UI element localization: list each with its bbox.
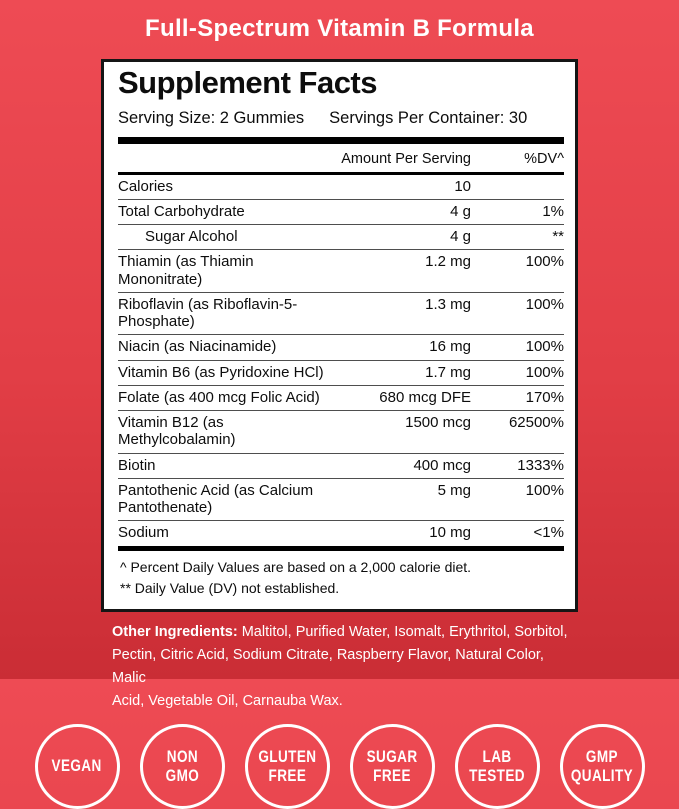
nutrient-name: Calories bbox=[118, 177, 174, 195]
nutrient-amount: 400 mcg bbox=[413, 456, 471, 474]
badge-row: VEGAN NON GMO GLUTEN FREE SUGAR FREE LAB TES… bbox=[0, 724, 679, 809]
nutrient-amount: 10 mg bbox=[429, 524, 471, 542]
nutrient-name: Folate (as 400 mcg Folic Acid) bbox=[118, 388, 320, 406]
nutrient-dv: 100% bbox=[525, 338, 564, 356]
badge-label: GMP QUALITY bbox=[570, 747, 634, 785]
nutrient-amount: 1.7 mg bbox=[425, 363, 471, 381]
badge-lab-tested: LAB TESTED bbox=[454, 724, 540, 809]
nutrient-name: Vitamin B12 (as Methylcobalamin) bbox=[118, 414, 236, 449]
nutrient-dv: 100% bbox=[525, 295, 564, 313]
nutrient-dv: 62500% bbox=[508, 414, 564, 432]
table-row: Sugar Alcohol 4 g ** bbox=[118, 224, 564, 249]
column-amount-per-serving: Amount Per Serving bbox=[341, 150, 471, 167]
supplement-facts-title: Supplement Facts bbox=[118, 65, 378, 100]
badge-label: LAB TESTED bbox=[469, 747, 525, 785]
badge-non-gmo: NON GMO bbox=[139, 724, 225, 809]
nutrient-name: Sugar Alcohol bbox=[145, 228, 238, 246]
badge-gmp-quality: GMP QUALITY bbox=[559, 724, 645, 809]
table-row: Thiamin (as Thiamin Mononitrate) 1.2 mg 10… bbox=[118, 249, 564, 292]
nutrient-name: Pantothenic Acid (as Calcium Pantothenat… bbox=[118, 481, 314, 517]
divider-thick-bottom bbox=[118, 545, 564, 551]
servings-per-container: Servings Per Container: 30 bbox=[329, 108, 528, 127]
nutrient-name: Niacin (as Niacinamide) bbox=[118, 338, 277, 356]
badge-sugar-free: SUGAR FREE bbox=[349, 724, 435, 809]
nutrient-amount: 1.3 mg bbox=[425, 295, 471, 313]
nutrient-name: Biotin bbox=[118, 456, 156, 474]
badge-label: SUGAR FREE bbox=[366, 747, 418, 785]
nutrient-amount: 1.2 mg bbox=[425, 253, 471, 271]
nutrient-amount: 4 g bbox=[450, 228, 471, 246]
nutrient-dv: 100% bbox=[525, 363, 564, 381]
table-row: Vitamin B12 (as Methylcobalamin) 1500 mcg… bbox=[118, 410, 564, 453]
page-title: Full-Spectrum Vitamin B Formula bbox=[145, 15, 534, 42]
nutrient-dv: ** bbox=[552, 228, 564, 246]
serving-size: Serving Size: 2 Gummies bbox=[118, 108, 305, 127]
table-row: Vitamin B6 (as Pyridoxine HCl) 1.7 mg 100% bbox=[118, 359, 564, 385]
nutrient-dv: 1333% bbox=[517, 456, 564, 474]
table-row: Sodium 10 mg <1% bbox=[118, 520, 564, 545]
serving-info: Serving Size: 2 Gummies Servings Per Con… bbox=[118, 109, 564, 128]
column-percent-dv: %DV^ bbox=[524, 150, 564, 167]
table-row: Total Carbohydrate 4 g 1% bbox=[118, 198, 564, 224]
nutrient-dv: 100% bbox=[525, 481, 564, 499]
badge-label: VEGAN bbox=[51, 757, 103, 776]
badge-gluten-free: GLUTEN FREE bbox=[244, 724, 330, 809]
table-column-header: Amount Per Serving %DV^ bbox=[118, 144, 564, 175]
footnotes: ^ Percent Daily Values are based on a 2,… bbox=[118, 551, 564, 601]
divider-thick-top bbox=[118, 136, 564, 144]
other-ingredients-label: Other Ingredients: bbox=[112, 623, 238, 640]
nutrient-name: Total Carbohydrate bbox=[118, 202, 245, 220]
nutrient-name: Sodium bbox=[118, 524, 169, 542]
supplement-facts-panel: Supplement Facts Serving Size: 2 Gummies… bbox=[101, 59, 578, 612]
nutrient-amount: 5 mg bbox=[437, 481, 471, 499]
nutrient-amount: 1500 mcg bbox=[405, 414, 471, 432]
table-row: Riboflavin (as Riboflavin-5-Phosphate) 1.… bbox=[118, 291, 564, 335]
footnote-line: ** Daily Value (DV) not established. bbox=[120, 579, 340, 596]
nutrient-amount: 16 mg bbox=[429, 338, 471, 356]
table-row: Calories 10 bbox=[118, 175, 564, 199]
nutrient-name: Vitamin B6 (as Pyridoxine HCl) bbox=[118, 363, 324, 381]
footnote-line: ^ Percent Daily Values are based on a 2,… bbox=[120, 558, 472, 575]
nutrient-amount: 10 bbox=[454, 177, 471, 195]
nutrient-dv: 170% bbox=[525, 388, 564, 406]
nutrient-dv: <1% bbox=[533, 524, 564, 542]
table-row: Folate (as 400 mcg Folic Acid) 680 mcg DF… bbox=[118, 384, 564, 410]
nutrient-dv: 100% bbox=[525, 253, 564, 271]
badge-label: GLUTEN FREE bbox=[257, 747, 317, 785]
table-row: Pantothenic Acid (as Calcium Pantothenat… bbox=[118, 477, 564, 521]
other-ingredients: Other Ingredients: Maltitol, Purified Wa… bbox=[112, 621, 570, 714]
table-row: Biotin 400 mcg 1333% bbox=[118, 452, 564, 478]
badge-label: NON GMO bbox=[165, 747, 199, 785]
nutrient-amount: 680 mcg DFE bbox=[379, 388, 471, 406]
nutrient-dv: 1% bbox=[542, 202, 564, 220]
nutrient-name: Thiamin (as Thiamin Mononitrate) bbox=[118, 253, 254, 288]
nutrient-name: Riboflavin (as Riboflavin-5-Phosphate) bbox=[118, 295, 298, 331]
facts-rows: Calories 10 Total Carbohydrate 4 g 1% Sugar A… bbox=[118, 175, 564, 546]
table-row: Niacin (as Niacinamide) 16 mg 100% bbox=[118, 334, 564, 359]
badge-vegan: VEGAN bbox=[34, 724, 120, 809]
nutrient-amount: 4 g bbox=[450, 202, 471, 220]
